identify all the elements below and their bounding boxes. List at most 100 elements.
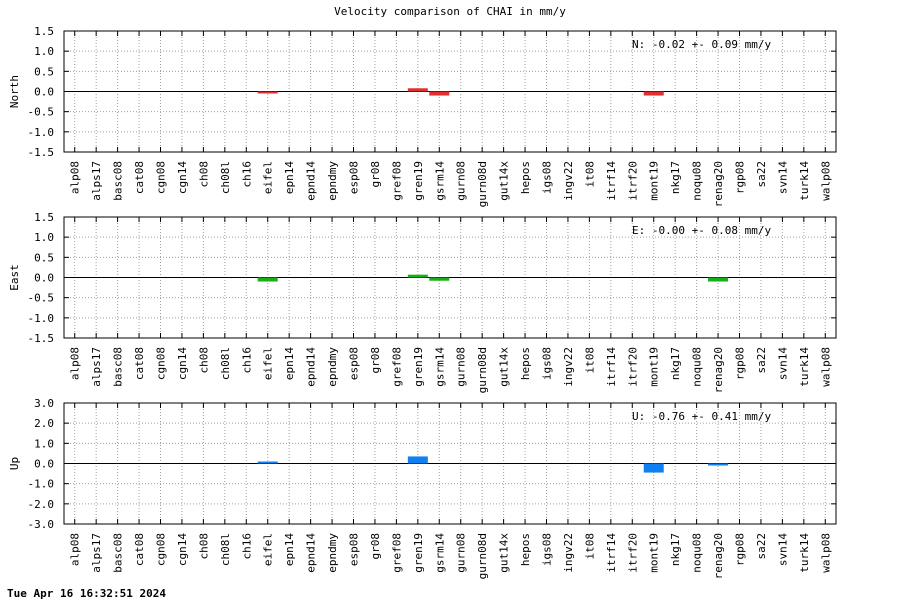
ytick-label: 3.0 — [34, 397, 54, 410]
ytick-label: -1.5 — [28, 332, 55, 345]
y-axis-label: North — [8, 75, 21, 108]
xtick-label: epn14 — [283, 347, 296, 380]
xtick-label: itrf20 — [626, 161, 639, 201]
xtick-label: cgn14 — [176, 161, 189, 194]
timestamp-footer: Tue Apr 16 16:32:51 2024 — [7, 587, 166, 600]
xtick-label: igs08 — [541, 533, 554, 566]
xtick-label: cgn08 — [155, 161, 168, 194]
chart-title: Velocity comparison of CHAI in mm/y — [334, 5, 566, 18]
xtick-label: turk14 — [798, 533, 811, 573]
xtick-label: cgn14 — [176, 347, 189, 380]
ytick-label: -0.5 — [28, 292, 55, 305]
xtick-label: eifel — [262, 533, 275, 566]
bar-gsrm14 — [429, 91, 450, 96]
xtick-label: nkg17 — [669, 347, 682, 380]
xtick-label: ingv22 — [562, 161, 575, 201]
ytick-label: -2.0 — [28, 498, 55, 511]
ytick-label: 1.0 — [34, 437, 54, 450]
xtick-label: it08 — [583, 161, 596, 188]
panel-1: 1.5 1.0 0.5 0.0 -0.5 -1.0 -1.5 alp08 alps17 basc0… — [8, 211, 837, 393]
xtick-label: cat08 — [133, 161, 146, 194]
xtick-label: epnd14 — [305, 161, 318, 201]
xtick-label: alp08 — [69, 347, 82, 380]
xtick-label: hepos — [519, 161, 532, 194]
xtick-label: svn14 — [776, 161, 789, 194]
bar-gren19 — [407, 274, 428, 278]
xtick-label: turk14 — [798, 347, 811, 387]
bar-eifel — [257, 91, 278, 94]
xtick-label: ch08 — [197, 533, 210, 560]
ytick-label: 2.0 — [34, 417, 54, 430]
xtick-label: epndmy — [326, 347, 339, 387]
xtick-label: ch08 — [197, 161, 210, 188]
stats-annotation: N: -0.02 +- 0.09 mm/y — [632, 38, 771, 51]
xtick-label: epnd14 — [305, 347, 318, 387]
ytick-label: 1.0 — [34, 231, 54, 244]
plot-frame — [63, 402, 837, 525]
xtick-label: gsrm14 — [433, 533, 446, 573]
xtick-label: ingv22 — [562, 347, 575, 387]
xtick-label: ch16 — [240, 347, 253, 374]
xtick-label: itrf14 — [605, 533, 618, 573]
xtick-label: cat08 — [133, 533, 146, 566]
xtick-label: walp08 — [819, 533, 832, 573]
xtick-label: it08 — [583, 347, 596, 374]
xtick-label: hepos — [519, 347, 532, 380]
xtick-label: gsrm14 — [433, 161, 446, 201]
xtick-label: itrf14 — [605, 161, 618, 201]
bar-gsrm14 — [429, 277, 450, 281]
xtick-label: eifel — [262, 161, 275, 194]
xtick-label: epndmy — [326, 161, 339, 201]
xtick-label: mont19 — [648, 161, 661, 201]
xtick-label: gut14x — [498, 533, 511, 573]
xtick-label: gref08 — [390, 161, 403, 201]
bar-mont19 — [643, 91, 664, 96]
xtick-label: basc08 — [112, 161, 125, 201]
panel-0: 1.5 1.0 0.5 0.0 -0.5 -1.0 -1.5 alp08 alps17 basc0… — [8, 25, 837, 207]
xtick-label: svn14 — [776, 347, 789, 380]
xtick-label: esp08 — [348, 533, 361, 566]
ytick-label: 0.0 — [34, 458, 54, 471]
xtick-label: nkg17 — [669, 533, 682, 566]
xtick-label: renag20 — [712, 533, 725, 579]
xtick-label: gurn08d — [476, 347, 489, 393]
ytick-label: 0.5 — [34, 251, 54, 264]
xtick-label: esp08 — [348, 347, 361, 380]
xtick-label: ch16 — [240, 161, 253, 188]
bar-eifel — [257, 461, 278, 464]
xtick-label: noqu08 — [691, 161, 704, 201]
ytick-label: -1.0 — [28, 126, 55, 139]
ytick-label: -0.5 — [28, 106, 55, 119]
xtick-label: gr08 — [369, 347, 382, 374]
xtick-label: gr08 — [369, 533, 382, 560]
xtick-label: svn14 — [776, 533, 789, 566]
xtick-label: sa22 — [755, 347, 768, 374]
ytick-label: 0.0 — [34, 272, 54, 285]
xtick-label: ch16 — [240, 533, 253, 560]
xtick-label: rgp08 — [734, 533, 747, 566]
stats-annotation: E: -0.00 +- 0.08 mm/y — [632, 224, 771, 237]
xtick-label: itrf20 — [626, 347, 639, 387]
xtick-label: renag20 — [712, 161, 725, 207]
xtick-label: it08 — [583, 533, 596, 560]
xtick-label: esp08 — [348, 161, 361, 194]
xtick-label: gsrm14 — [433, 347, 446, 387]
xtick-label: ingv22 — [562, 533, 575, 573]
xtick-label: cat08 — [133, 347, 146, 380]
xtick-label: sa22 — [755, 161, 768, 188]
xtick-label: renag20 — [712, 347, 725, 393]
panel-2: 3.0 2.0 1.0 0.0 -1.0 -2.0 -3.0 alp08 alps17 basc0… — [8, 397, 837, 579]
bar-renag20 — [708, 463, 729, 466]
xtick-label: basc08 — [112, 347, 125, 387]
xtick-label: ch08 — [197, 347, 210, 374]
ytick-label: 0.0 — [34, 86, 54, 99]
ytick-label: -1.0 — [28, 478, 55, 491]
ytick-label: 1.0 — [34, 45, 54, 58]
xtick-label: cgn14 — [176, 533, 189, 566]
xtick-label: gref08 — [390, 533, 403, 573]
ytick-label: 1.5 — [34, 25, 54, 38]
xtick-label: walp08 — [819, 161, 832, 201]
ytick-label: -1.5 — [28, 146, 55, 159]
plot-frame — [63, 30, 837, 153]
xtick-label: gren19 — [412, 347, 425, 387]
